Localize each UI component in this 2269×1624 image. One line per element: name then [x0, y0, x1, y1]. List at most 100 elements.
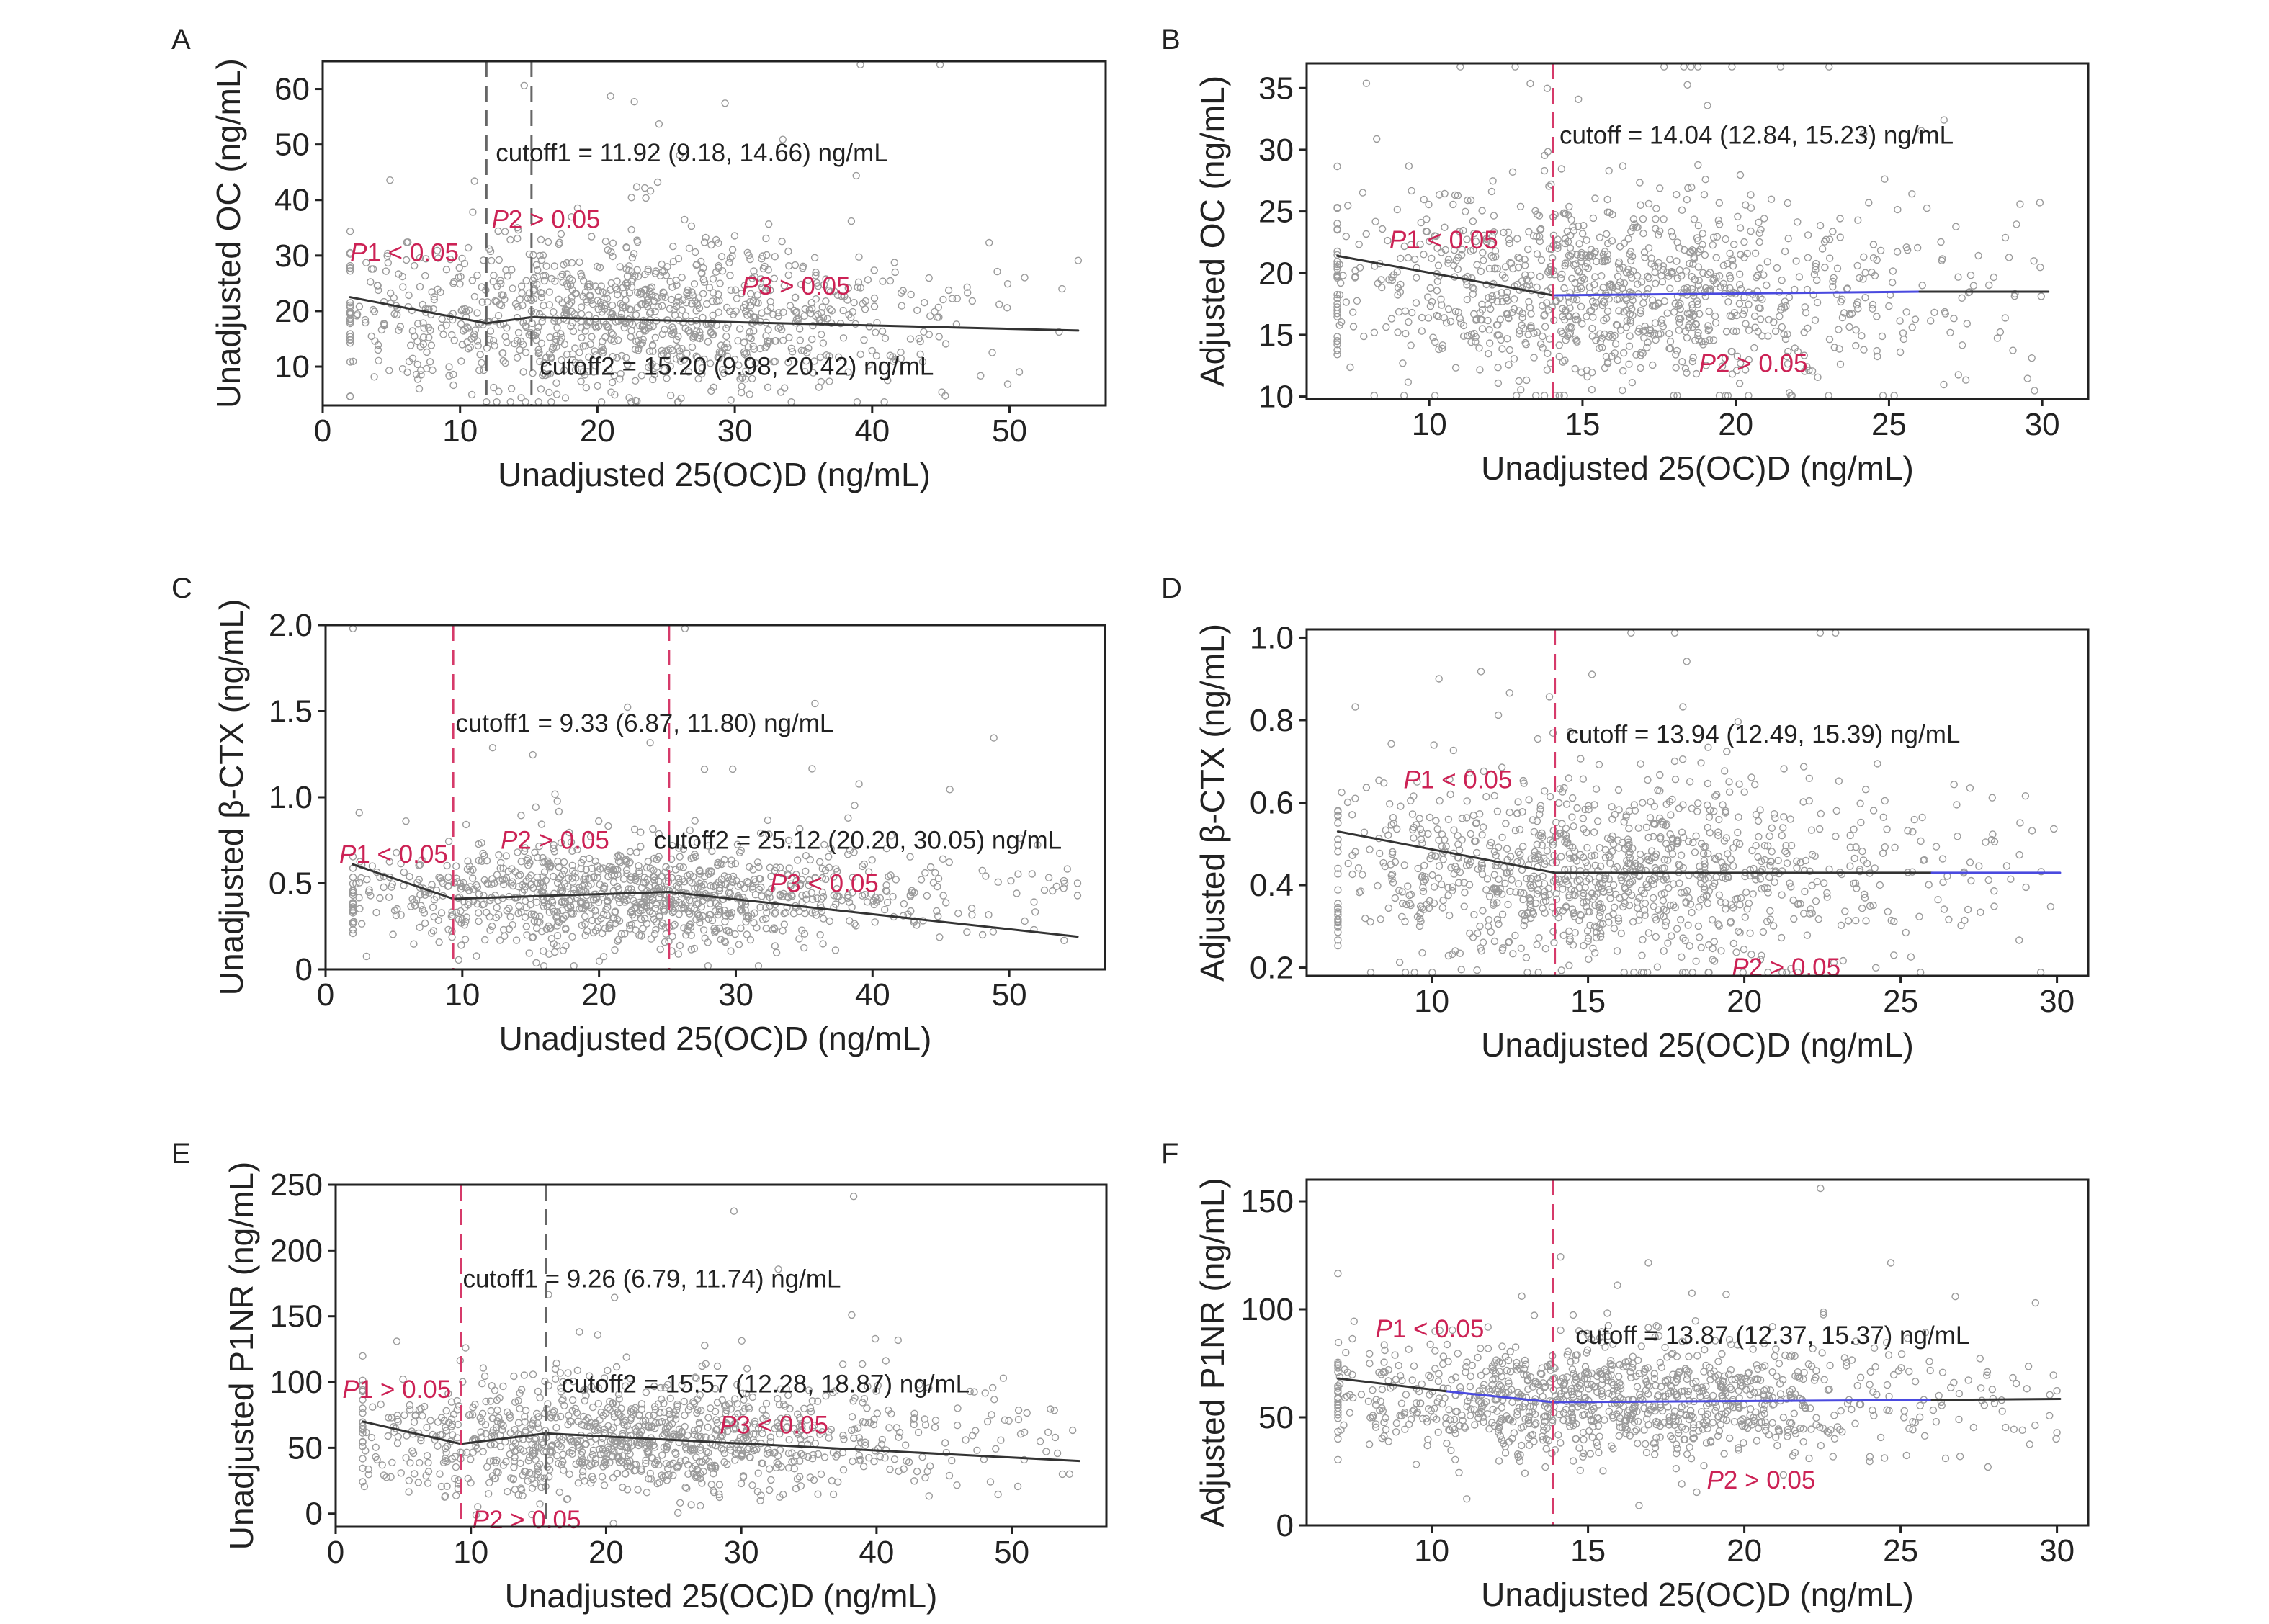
scatter-point — [870, 294, 879, 302]
scatter-point — [692, 248, 699, 256]
scatter-point — [736, 375, 744, 383]
scatter-point — [608, 309, 616, 318]
scatter-point — [369, 305, 377, 314]
fit-line-segment — [485, 315, 533, 325]
scatter-point — [668, 283, 676, 291]
scatter-point — [948, 295, 957, 302]
scatter-point — [1055, 328, 1063, 336]
scatter-point — [537, 339, 546, 347]
scatter-point — [403, 368, 411, 377]
scatter-point — [479, 320, 487, 328]
scatter-point — [710, 383, 717, 391]
panel-letter: E — [171, 1138, 191, 1170]
x-axis-title: Unadjusted 25(OC)D (ng/mL) — [499, 1020, 932, 1057]
scatter-point — [1745, 300, 1753, 308]
scatter-point — [1527, 322, 1535, 330]
scatter-point — [426, 326, 434, 334]
y-tick-label: 2.0 — [269, 608, 313, 643]
scatter-point — [636, 290, 644, 298]
scatter-point — [542, 272, 550, 280]
x-tick-label: 30 — [2025, 407, 2060, 442]
x-tick-label: 40 — [854, 413, 890, 449]
scatter-point — [676, 357, 685, 365]
p-value-text: 2 > 0.05 — [517, 827, 609, 855]
scatter-point — [405, 357, 413, 366]
scatter-point — [437, 288, 444, 296]
p-symbol: P — [1404, 766, 1421, 794]
scatter-point — [702, 233, 710, 242]
scatter-point — [934, 303, 943, 311]
scatter-point — [537, 235, 545, 243]
scatter-point — [579, 292, 587, 300]
scatter-point — [648, 283, 656, 291]
scatter-point — [799, 262, 807, 270]
scatter-point — [770, 274, 779, 282]
scatter-point — [461, 305, 469, 313]
scatter-point — [872, 351, 881, 360]
scatter-point — [658, 330, 666, 338]
scatter-point — [611, 391, 619, 399]
scatter-point — [743, 248, 752, 256]
scatter-point — [879, 277, 887, 285]
scatter-point — [676, 151, 684, 159]
scatter-point — [746, 255, 754, 264]
scatter-point — [771, 337, 779, 345]
scatter-point — [870, 302, 879, 310]
scatter-point — [819, 339, 828, 347]
scatter-point — [812, 269, 820, 277]
scatter-point — [458, 341, 466, 349]
scatter-point — [801, 305, 810, 313]
scatter-point — [872, 328, 880, 336]
scatter-point — [682, 299, 691, 307]
fit-line-segment — [349, 296, 488, 325]
scatter-point — [465, 243, 473, 252]
panel-letter: A — [171, 24, 191, 55]
scatter-point — [396, 323, 404, 331]
scatter-point — [802, 357, 810, 365]
scatter-point — [599, 349, 607, 357]
scatter-point — [636, 322, 644, 330]
scatter-point — [658, 351, 666, 359]
scatter-point — [609, 352, 617, 361]
scatter-point — [764, 383, 772, 391]
scatter-point — [491, 341, 498, 350]
scatter-point — [836, 320, 845, 328]
scatter-point — [769, 358, 778, 366]
scatter-point — [437, 324, 446, 332]
scatter-point — [886, 277, 895, 285]
scatter-point — [624, 362, 632, 369]
scatter-point — [666, 305, 674, 313]
scatter-point — [730, 232, 739, 240]
scatter-point — [926, 312, 934, 320]
scatter-point — [656, 272, 664, 279]
scatter-point — [582, 384, 591, 392]
scatter-point — [426, 358, 434, 366]
scatter-point — [715, 290, 722, 298]
p-symbol: P — [742, 272, 759, 300]
scatter-point — [779, 308, 787, 316]
scatter-point — [563, 350, 571, 359]
y-axis-title: Unadjusted OC (ng/mL) — [210, 58, 247, 408]
x-tick-label: 30 — [717, 413, 753, 449]
scatter-point — [568, 298, 576, 306]
scatter-point — [1402, 330, 1410, 338]
scatter-point — [721, 99, 729, 107]
scatter-point — [889, 353, 897, 361]
p-value-annotation: P1 < 0.05 — [1389, 226, 1498, 254]
scatter-point — [749, 313, 758, 321]
scatter-point — [399, 283, 407, 291]
scatter-point — [884, 377, 892, 385]
scatter-point — [718, 267, 727, 275]
scatter-point — [738, 290, 746, 297]
scatter-point — [374, 341, 382, 349]
scatter-point — [658, 260, 666, 269]
scatter-point — [630, 250, 638, 258]
scatter-point — [386, 176, 394, 184]
scatter-point — [403, 238, 411, 246]
scatter-point — [728, 246, 737, 254]
scatter-point — [346, 358, 354, 366]
scatter-point — [488, 256, 496, 265]
scatter-point — [1457, 251, 1466, 259]
scatter-point — [419, 340, 427, 349]
scatter-point — [367, 278, 375, 286]
